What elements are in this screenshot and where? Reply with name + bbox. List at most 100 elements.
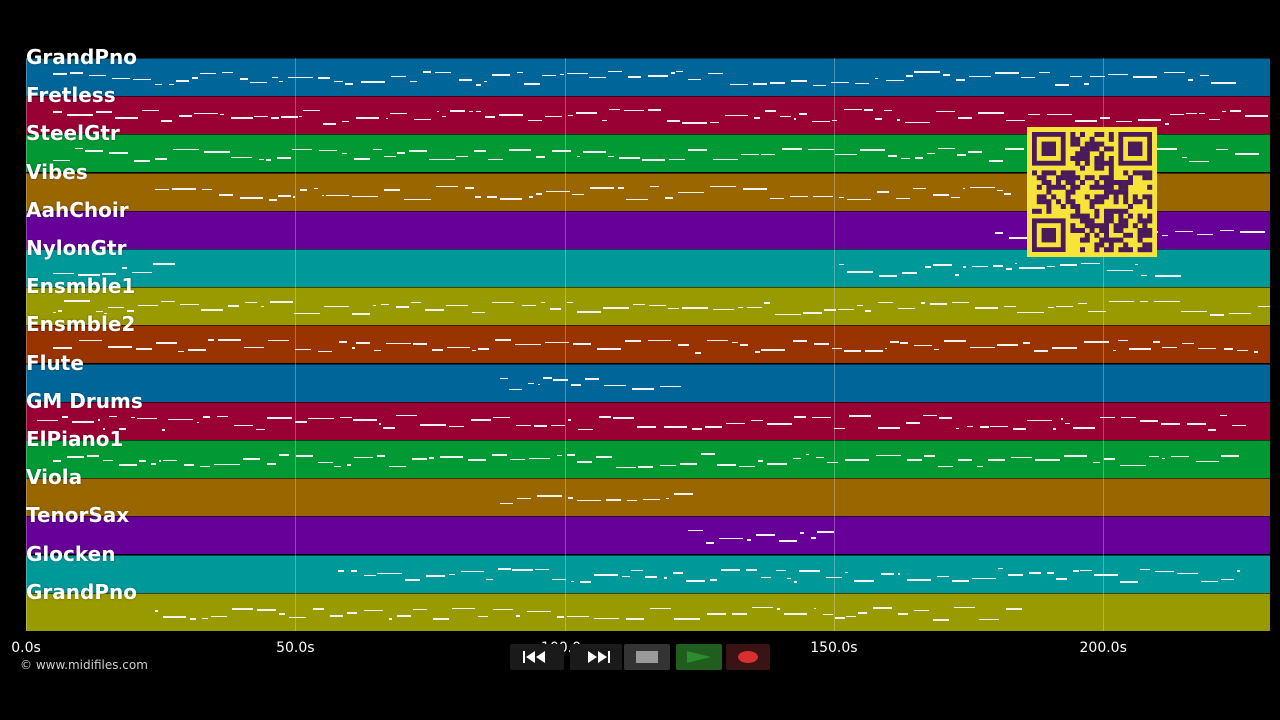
fast-forward-button[interactable] [570,644,622,670]
note-trace [757,460,763,463]
note-trace [89,74,106,76]
note-trace [108,152,129,155]
track-lane[interactable] [26,287,1270,326]
note-trace [608,156,614,158]
note-trace [131,272,153,273]
track-lane[interactable] [26,516,1270,555]
note-trace [663,577,668,580]
rewind-button[interactable] [510,644,564,670]
note-trace [998,568,1003,570]
note-trace [317,77,331,80]
note-trace [1107,74,1128,76]
track-lane[interactable] [26,325,1270,364]
note-trace [1064,423,1071,425]
note-trace [390,75,407,77]
note-trace [685,580,705,583]
note-trace [524,82,540,85]
note-trace [594,617,619,619]
note-trace [151,463,157,466]
note-trace [473,149,487,152]
record-icon [738,651,758,663]
play-button[interactable] [676,644,722,670]
note-trace [231,116,254,119]
note-trace [709,578,717,581]
note-trace [103,460,113,462]
note-trace [1073,569,1079,572]
note-trace [1139,419,1158,422]
note-trace [1033,350,1049,353]
note-trace [604,384,627,386]
note-trace [805,454,809,456]
note-trace [637,425,657,428]
note-trace [687,148,707,151]
track-lane[interactable] [26,478,1270,517]
note-trace [933,263,953,266]
note-trace [798,112,807,115]
note-trace [707,72,723,74]
note-trace [108,416,117,418]
note-trace [663,425,688,428]
note-trace [798,570,820,573]
note-trace [754,351,760,354]
note-trace [813,607,817,609]
note-trace [792,458,802,460]
note-trace [556,615,564,618]
note-trace [1128,347,1151,350]
note-trace [676,71,684,73]
note-trace [477,615,489,617]
note-trace [678,192,704,194]
note-trace [432,617,449,620]
note-trace [537,383,541,385]
time-tick-label: 150.0s [810,640,858,656]
note-trace [419,424,446,427]
stop-button[interactable] [624,644,670,670]
note-trace [1177,573,1199,575]
note-trace [411,457,428,460]
note-trace [927,152,936,154]
track-lane[interactable] [26,401,1270,440]
time-tick-label: 200.0s [1079,640,1127,656]
note-trace [767,463,787,466]
note-trace [878,274,898,277]
note-trace [428,158,455,160]
note-trace [835,153,857,155]
note-trace [471,311,485,313]
note-trace [826,576,843,578]
note-trace [168,84,175,86]
note-trace [468,111,473,113]
note-trace [1139,301,1148,302]
note-trace [160,119,173,122]
note-trace [712,158,738,160]
note-trace [880,572,894,575]
note-trace [1073,427,1096,430]
note-trace [572,342,592,345]
note-trace [534,568,549,570]
track-label: AahChoir [26,197,129,222]
note-trace [211,616,227,618]
note-trace [172,187,196,190]
note-trace [887,155,898,158]
note-trace [1055,578,1068,581]
note-trace [718,538,743,540]
note-trace [356,117,379,120]
track-label: SteelGtr [26,121,120,146]
note-trace [550,307,562,310]
track-lane[interactable] [26,592,1270,631]
note-trace [111,77,130,79]
track-lane[interactable] [26,363,1270,402]
note-trace [63,300,90,303]
note-trace [1153,341,1161,344]
note-trace [199,465,210,467]
note-trace [36,420,58,422]
note-trace [834,617,846,620]
note-trace [877,190,890,193]
note-trace [709,121,720,123]
note-trace [155,610,159,613]
record-button[interactable] [726,644,770,670]
note-trace [929,302,947,305]
note-trace [529,195,534,198]
note-trace [958,459,972,462]
track-lane[interactable] [26,554,1270,593]
track-lane[interactable] [26,440,1270,478]
track-lane[interactable] [26,58,1270,96]
